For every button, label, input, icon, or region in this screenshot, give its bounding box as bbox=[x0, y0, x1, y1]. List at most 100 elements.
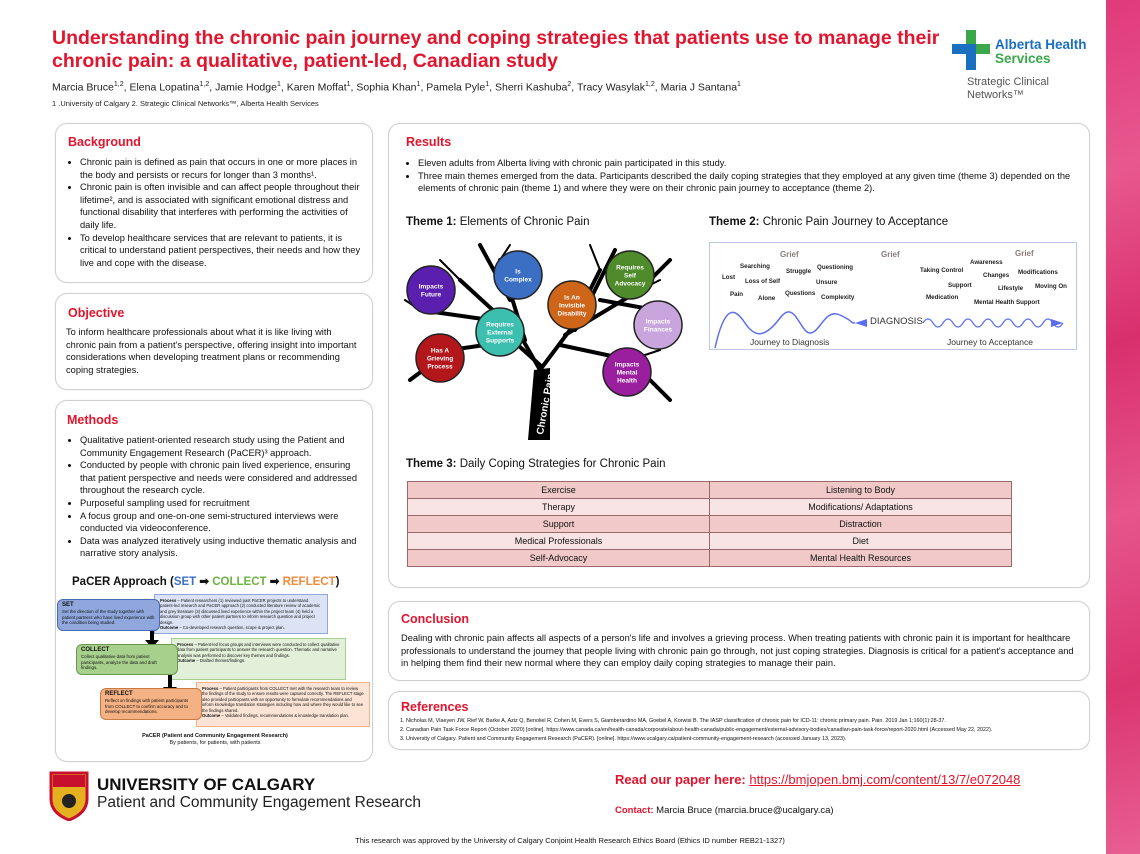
table-row: Exercise Listening to Body bbox=[407, 481, 1012, 499]
methods-list: Qualitative patient-oriented research st… bbox=[68, 434, 366, 560]
ethics-statement: This research was approved by the Univer… bbox=[355, 836, 785, 845]
table-cell: Medical Professionals bbox=[407, 532, 710, 550]
scn-line2: Networks™ bbox=[967, 89, 1024, 101]
ahs-name: Alberta Health bbox=[995, 37, 1087, 52]
author-affiliation: 1 bbox=[346, 81, 351, 88]
element-label: Supports bbox=[486, 338, 515, 345]
element-label: Advocacy bbox=[615, 281, 646, 288]
contact-label: Contact: bbox=[615, 805, 654, 816]
element-label: Requires bbox=[616, 265, 644, 272]
collect-process: Process – Patient-led focus groups and i… bbox=[171, 638, 346, 680]
journey-word: Mental Health Support bbox=[974, 299, 1040, 306]
table-cell: Therapy bbox=[407, 498, 710, 516]
journey-word: Modifications bbox=[1018, 269, 1058, 276]
list-item: To develop healthcare services that are … bbox=[80, 232, 366, 270]
table-row: Medical Professionals Diet bbox=[407, 532, 1012, 550]
scn-line1: Strategic Clinical bbox=[967, 76, 1049, 88]
table-cell: Exercise bbox=[407, 481, 710, 499]
conclusion-panel: Conclusion Dealing with chronic pain aff… bbox=[388, 601, 1090, 681]
author-affiliation: 2 bbox=[567, 81, 572, 88]
journey-word: Questions bbox=[785, 290, 816, 297]
author: Sherri Kashuba bbox=[494, 81, 568, 94]
reflect-process: Process – Patient participants from COLL… bbox=[196, 682, 370, 727]
journey-word: Medication bbox=[926, 294, 959, 301]
element-label: Invisible bbox=[559, 303, 585, 310]
references-panel: References bbox=[388, 691, 1090, 750]
journey-word: Taking Control bbox=[920, 267, 964, 274]
table-cell: Modifications/ Adaptations bbox=[709, 498, 1012, 516]
diagnosis-label: DIAGNOSIS bbox=[870, 316, 923, 327]
table-cell: Diet bbox=[709, 532, 1012, 550]
background-heading: Background bbox=[68, 135, 141, 149]
author: Marcia Bruce bbox=[52, 81, 114, 94]
table-cell: Distraction bbox=[709, 515, 1012, 533]
reflect-stage: REFLECT Reflect on findings with patient … bbox=[100, 688, 202, 720]
journey-word: Support bbox=[948, 282, 972, 289]
set-stage: SET Set the direction of the study togeth… bbox=[57, 599, 160, 631]
pacer-tagline: By patients, for patients, with patients bbox=[169, 740, 261, 746]
author: Sophia Khan bbox=[356, 81, 417, 94]
author-affiliation: 1,2 bbox=[113, 81, 124, 88]
element-label: Impacts bbox=[419, 284, 444, 291]
journey-word: Complexity bbox=[821, 294, 855, 301]
element-label: Disability bbox=[558, 311, 587, 318]
element-label: Complex bbox=[504, 277, 532, 284]
list-item: Chronic pain is defined as pain that occ… bbox=[80, 156, 366, 181]
author: Karen Moffat bbox=[286, 81, 347, 94]
objective-panel: Objective To inform healthcare professio… bbox=[55, 293, 373, 390]
author-affiliation: 1 bbox=[737, 81, 741, 88]
journey-word: Pain bbox=[730, 291, 744, 298]
list-item: Three main themes emerged from the data.… bbox=[418, 170, 1076, 195]
journey-word: Searching bbox=[740, 263, 770, 270]
journey-word: Awareness bbox=[970, 259, 1003, 266]
list-item: Purposeful sampling used for recruitment bbox=[80, 497, 366, 510]
pacer-collect: COLLECT bbox=[212, 576, 267, 588]
results-list: Eleven adults from Alberta living with c… bbox=[406, 157, 1076, 195]
element-label: Has A bbox=[431, 348, 449, 355]
element-label: External bbox=[487, 330, 513, 337]
table-row: Self-Advocacy Mental Health Resources bbox=[407, 549, 1012, 567]
poster-title: Understanding the chronic pain journey a… bbox=[52, 27, 940, 72]
contact-value: Marcia Bruce (marcia.bruce@ucalgary.ca) bbox=[656, 805, 834, 816]
list-item: Chronic pain is often invisible and can … bbox=[80, 181, 366, 231]
author: Maria J Santana bbox=[660, 81, 738, 94]
journey-to-diagnosis-label: Journey to Diagnosis bbox=[750, 337, 830, 347]
journey-word: Loss of Self bbox=[745, 278, 781, 285]
element-label: Grieving bbox=[427, 356, 453, 363]
reference-item: 1. Nicholas M, Vlaeyen JW, Rief W, Barke… bbox=[400, 718, 946, 724]
references-heading: References bbox=[401, 700, 469, 714]
author-affiliation: 1 bbox=[276, 81, 281, 88]
tree-trunk bbox=[528, 368, 550, 440]
pacer-set: SET bbox=[173, 576, 197, 588]
list-item: A focus group and one-on-one semi-struct… bbox=[80, 510, 366, 535]
read-paper-label: Read our paper here: bbox=[615, 772, 746, 787]
grief-label: Grief bbox=[881, 250, 900, 259]
decorative-side-strip bbox=[1106, 0, 1140, 854]
journey-wave bbox=[714, 311, 1064, 349]
element-label: Requires bbox=[486, 322, 514, 329]
background-list: Chronic pain is defined as pain that occ… bbox=[68, 156, 366, 269]
pacer-title: PaCER Approach (SET ➡ COLLECT ➡ REFLECT) bbox=[72, 574, 339, 588]
pacer-diagram: Process – Patient researchers (1) review… bbox=[55, 585, 375, 755]
methods-heading: Methods bbox=[67, 413, 119, 427]
journey-word: Unsure bbox=[816, 279, 838, 286]
journey-word: Alone bbox=[758, 295, 776, 302]
element-label: Is bbox=[515, 269, 521, 276]
element-label: Process bbox=[427, 364, 453, 371]
paper-link[interactable]: https://bmjopen.bmj.com/content/13/7/e07… bbox=[749, 772, 1021, 787]
table-cell: Self-Advocacy bbox=[407, 549, 710, 567]
author: Pamela Pyle bbox=[426, 81, 486, 94]
journey-word: Questioning bbox=[817, 264, 854, 271]
affiliations: 1 .University of Calgary 2. Strategic Cl… bbox=[52, 99, 319, 108]
objective-heading: Objective bbox=[68, 306, 125, 320]
element-label: Finances bbox=[644, 327, 673, 334]
grief-label: Grief bbox=[780, 250, 799, 259]
arrow-down-icon bbox=[163, 675, 177, 695]
conclusion-heading: Conclusion bbox=[401, 612, 470, 626]
coping-strategies-table: Exercise Listening to Body Therapy Modifica… bbox=[407, 481, 1012, 567]
